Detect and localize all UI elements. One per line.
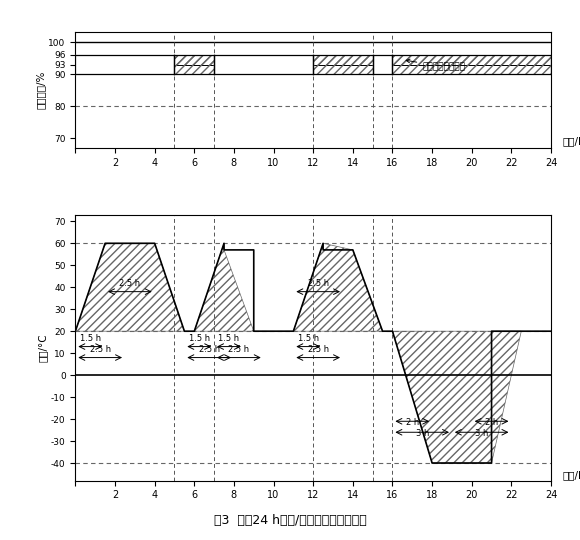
Text: 1.5 h: 1.5 h xyxy=(79,334,101,343)
Text: 3 h: 3 h xyxy=(415,429,429,438)
Y-axis label: 温度/°C: 温度/°C xyxy=(38,333,48,362)
Text: 2.5 h: 2.5 h xyxy=(229,345,249,354)
Text: 2 h: 2 h xyxy=(405,418,419,427)
Text: 1.5 h: 1.5 h xyxy=(219,334,240,343)
Text: 时间/h: 时间/h xyxy=(563,137,580,146)
Text: 时间/h: 时间/h xyxy=(563,470,580,481)
Text: 2.5 h: 2.5 h xyxy=(307,279,329,288)
Text: 图3  单欤24 h温度/湿度循环过程示意图: 图3 单欤24 h温度/湿度循环过程示意图 xyxy=(213,514,367,526)
Text: 1.5 h: 1.5 h xyxy=(188,334,210,343)
Text: 3 h: 3 h xyxy=(475,429,488,438)
Text: 2 h: 2 h xyxy=(485,418,498,427)
Polygon shape xyxy=(372,55,393,74)
Polygon shape xyxy=(214,55,313,74)
Y-axis label: 相对湿度/%: 相对湿度/% xyxy=(35,71,46,110)
Text: 2.5 h: 2.5 h xyxy=(307,345,329,354)
Text: 相对湿度不做要求: 相对湿度不做要求 xyxy=(406,59,465,71)
Text: 1.5 h: 1.5 h xyxy=(298,334,319,343)
Text: 2.5 h: 2.5 h xyxy=(119,279,140,288)
Polygon shape xyxy=(75,55,175,74)
Text: 2.5 h: 2.5 h xyxy=(89,345,111,354)
Text: 2.5 h: 2.5 h xyxy=(198,345,220,354)
